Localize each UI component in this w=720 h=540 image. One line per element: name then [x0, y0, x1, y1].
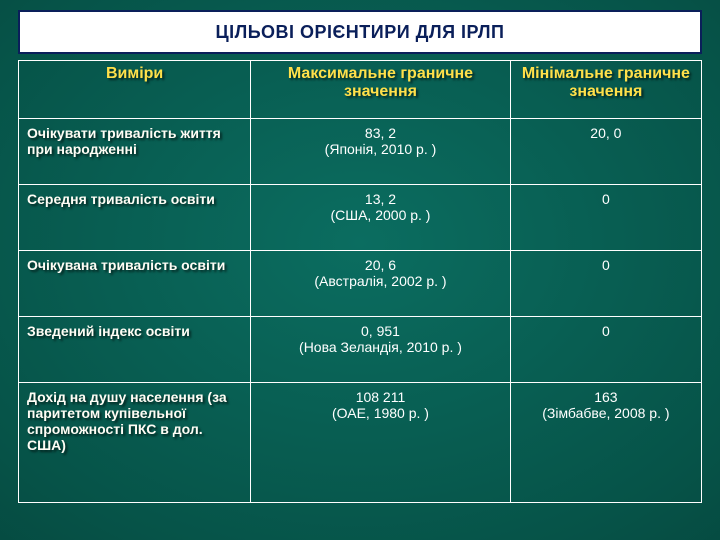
table-row: Дохід на душу населення (за паритетом ку… — [19, 383, 702, 503]
max-value: 83, 2 — [365, 125, 396, 141]
min-cell: 20, 0 — [510, 119, 701, 185]
dim-cell: Дохід на душу населення (за паритетом ку… — [19, 383, 251, 503]
dim-cell: Очікувана тривалість освіти — [19, 251, 251, 317]
max-cell: 83, 2 (Японія, 2010 р. ) — [251, 119, 511, 185]
min-cell: 163 (Зімбабве, 2008 р. ) — [510, 383, 701, 503]
min-cell: 0 — [510, 317, 701, 383]
header-dimensions: Виміри — [19, 61, 251, 119]
header-min: Мінімальне граничне значення — [510, 61, 701, 119]
slide-title: ЦІЛЬОВІ ОРІЄНТИРИ ДЛЯ ІРЛП — [215, 22, 504, 43]
table-row: Середня тривалість освіти 13, 2 (США, 20… — [19, 185, 702, 251]
max-cell: 13, 2 (США, 2000 р. ) — [251, 185, 511, 251]
max-source: (США, 2000 р. ) — [330, 207, 430, 223]
dim-cell: Середня тривалість освіти — [19, 185, 251, 251]
header-row: Виміри Максимальне граничне значення Мін… — [19, 61, 702, 119]
dim-cell: Зведений індекс освіти — [19, 317, 251, 383]
min-value: 0 — [602, 191, 610, 207]
max-value: 108 211 — [356, 389, 406, 405]
min-cell: 0 — [510, 185, 701, 251]
slide: ЦІЛЬОВІ ОРІЄНТИРИ ДЛЯ ІРЛП Виміри Максим… — [0, 0, 720, 540]
header-max: Максимальне граничне значення — [251, 61, 511, 119]
max-value: 0, 951 — [361, 323, 400, 339]
max-source: (Нова Зеландія, 2010 р. ) — [299, 339, 462, 355]
min-value: 0 — [602, 323, 610, 339]
max-cell: 20, 6 (Австралія, 2002 р. ) — [251, 251, 511, 317]
min-source: (Зімбабве, 2008 р. ) — [542, 405, 669, 421]
min-value: 0 — [602, 257, 610, 273]
max-source: (Японія, 2010 р. ) — [325, 141, 437, 157]
max-value: 13, 2 — [365, 191, 396, 207]
table-row: Зведений індекс освіти 0, 951 (Нова Зела… — [19, 317, 702, 383]
max-source: (ОАЕ, 1980 р. ) — [332, 405, 429, 421]
dim-cell: Очікувати тривалість життя при народженн… — [19, 119, 251, 185]
max-cell: 108 211 (ОАЕ, 1980 р. ) — [251, 383, 511, 503]
title-container: ЦІЛЬОВІ ОРІЄНТИРИ ДЛЯ ІРЛП — [18, 10, 702, 54]
table-row: Очікувана тривалість освіти 20, 6 (Австр… — [19, 251, 702, 317]
max-source: (Австралія, 2002 р. ) — [314, 273, 446, 289]
max-value: 20, 6 — [365, 257, 396, 273]
min-value: 163 — [594, 389, 617, 405]
min-value: 20, 0 — [590, 125, 621, 141]
max-cell: 0, 951 (Нова Зеландія, 2010 р. ) — [251, 317, 511, 383]
data-table: Виміри Максимальне граничне значення Мін… — [18, 60, 702, 503]
min-cell: 0 — [510, 251, 701, 317]
table-row: Очікувати тривалість життя при народженн… — [19, 119, 702, 185]
